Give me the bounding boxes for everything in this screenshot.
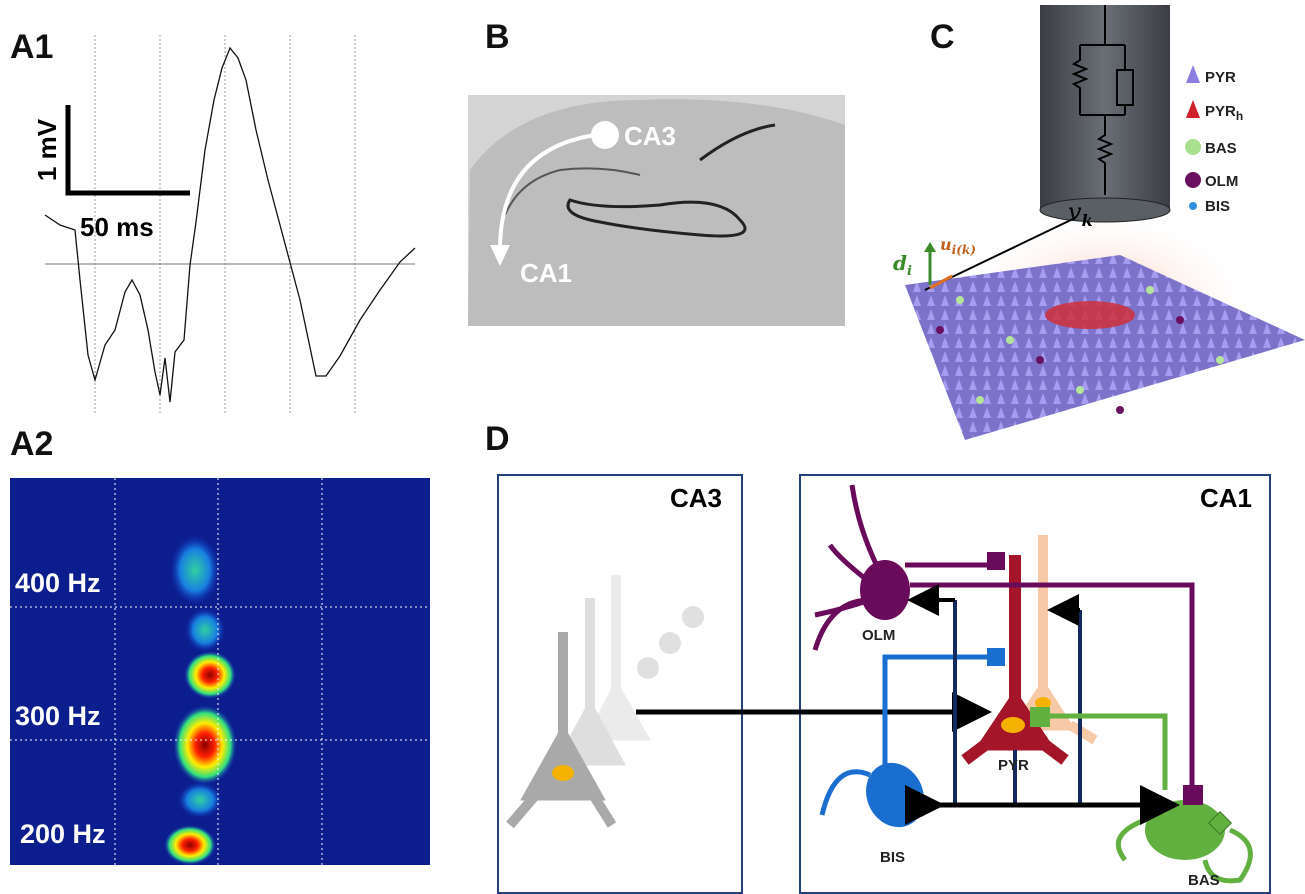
scale-label: 50 ms: [80, 212, 154, 242]
spectral-blobs-part: [170, 535, 220, 605]
legend-part: [1186, 100, 1200, 118]
cell-label: OLM: [862, 627, 895, 644]
interneurons-part: [976, 396, 984, 404]
scale-label: 1 mV: [32, 118, 62, 181]
vector-label-part: u: [940, 235, 952, 254]
scale-bar: [68, 105, 190, 193]
ca1-network-part: [987, 648, 1005, 666]
legend-part: [1186, 65, 1200, 83]
vector-label-part: i: [907, 264, 912, 279]
legend-label: PYRh: [1205, 103, 1243, 123]
panel-a1: A1 1 mV 50 ms: [10, 28, 415, 415]
ca1-network-part: [987, 552, 1005, 570]
interneurons-part: [1176, 316, 1184, 324]
ca1-network-part: [1183, 785, 1203, 805]
freq-label: 200 Hz: [20, 819, 106, 849]
spectral-blobs-part: [173, 705, 237, 785]
legend-label: BIS: [1205, 198, 1230, 215]
ca1-network-part-part: [965, 745, 985, 760]
ca1-network-part: [1030, 707, 1050, 727]
electrode-symbol-part: k: [1082, 211, 1093, 230]
cell-label: BIS: [880, 849, 905, 866]
interneurons-part: [1116, 406, 1124, 414]
panel-label: C: [930, 18, 955, 56]
figure: A1 1 mV 50 ms A2 400 Hz 300 Hz 200 Hz B …: [0, 0, 1305, 894]
ca1-network-part: [1001, 717, 1025, 733]
vector-label-part: i(k): [952, 243, 976, 257]
panel-label: A1: [10, 28, 53, 66]
vector-label: di: [893, 251, 912, 279]
legend-label: PYR: [1205, 69, 1236, 86]
ca1-network-part-part: [1045, 745, 1065, 760]
interneurons-part: [956, 296, 964, 304]
spectral-blobs-part: [185, 608, 225, 652]
hyperexcitable-region: [1045, 301, 1135, 329]
interneurons-part: [1036, 356, 1044, 364]
region-label: CA1: [520, 258, 572, 288]
interneurons-part: [936, 326, 944, 334]
scale-bar-part: [68, 105, 190, 193]
electrode-symbol-part: v: [1068, 198, 1082, 226]
ca1-network-part: [856, 753, 935, 836]
panel-a2: A2 400 Hz 300 Hz 200 Hz: [10, 425, 430, 865]
ca1-network-part-part: [1070, 725, 1095, 740]
legend-part: [1189, 202, 1197, 210]
ca3-marker: [591, 121, 619, 149]
legend-label: OLM: [1205, 173, 1238, 190]
freq-label: 300 Hz: [15, 701, 101, 731]
spectral-blobs-part: [178, 782, 222, 818]
region-label: CA1: [1200, 483, 1252, 513]
panel-label: B: [485, 18, 510, 56]
ca1-network-part: [1145, 800, 1225, 860]
legend: PYR PYRh BAS OLM BIS: [1185, 65, 1243, 215]
interneurons-part: [1006, 336, 1014, 344]
legend-label: BAS: [1205, 140, 1237, 157]
ca3-neurons-part: [552, 765, 574, 781]
ca3-neurons: [510, 575, 704, 825]
ca1-network-part-part: [822, 772, 870, 815]
arrow-head: [924, 242, 936, 252]
interneurons-part: [1076, 386, 1084, 394]
legend-label-part: PYR: [1205, 103, 1236, 120]
ca3-neurons-part: [637, 657, 659, 679]
panel-c: C vk di ui(k) PYR PYRh BAS OLM BIS: [893, 5, 1305, 440]
legend-part: [1185, 139, 1201, 155]
freq-label: 400 Hz: [15, 568, 101, 598]
region-label: CA3: [624, 121, 676, 151]
panel-d: D CA3 CA1 OLM PYR BIS BAS: [485, 420, 1270, 893]
cell-label: BAS: [1188, 872, 1220, 889]
legend-label-part: h: [1236, 109, 1243, 123]
panel-label: D: [485, 420, 510, 458]
interneurons-part: [1146, 286, 1154, 294]
ca1-network-part: [860, 560, 910, 620]
spectral-blobs-part: [164, 825, 216, 865]
cell-label: PYR: [998, 757, 1029, 774]
interneurons-part: [1216, 356, 1224, 364]
vector-label: ui(k): [940, 235, 976, 257]
legend-part: [1185, 172, 1201, 188]
region-label: CA3: [670, 483, 722, 513]
ca3-neurons-part: [682, 606, 704, 628]
panel-label: A2: [10, 425, 53, 463]
spectral-blobs-part: [184, 651, 236, 699]
ca1-network: [815, 485, 1250, 881]
electrode-tip: [1040, 198, 1170, 222]
panel-b: B CA3 CA1: [468, 18, 845, 326]
vector-label-part: d: [893, 251, 907, 275]
ca3-neurons-part: [659, 632, 681, 654]
